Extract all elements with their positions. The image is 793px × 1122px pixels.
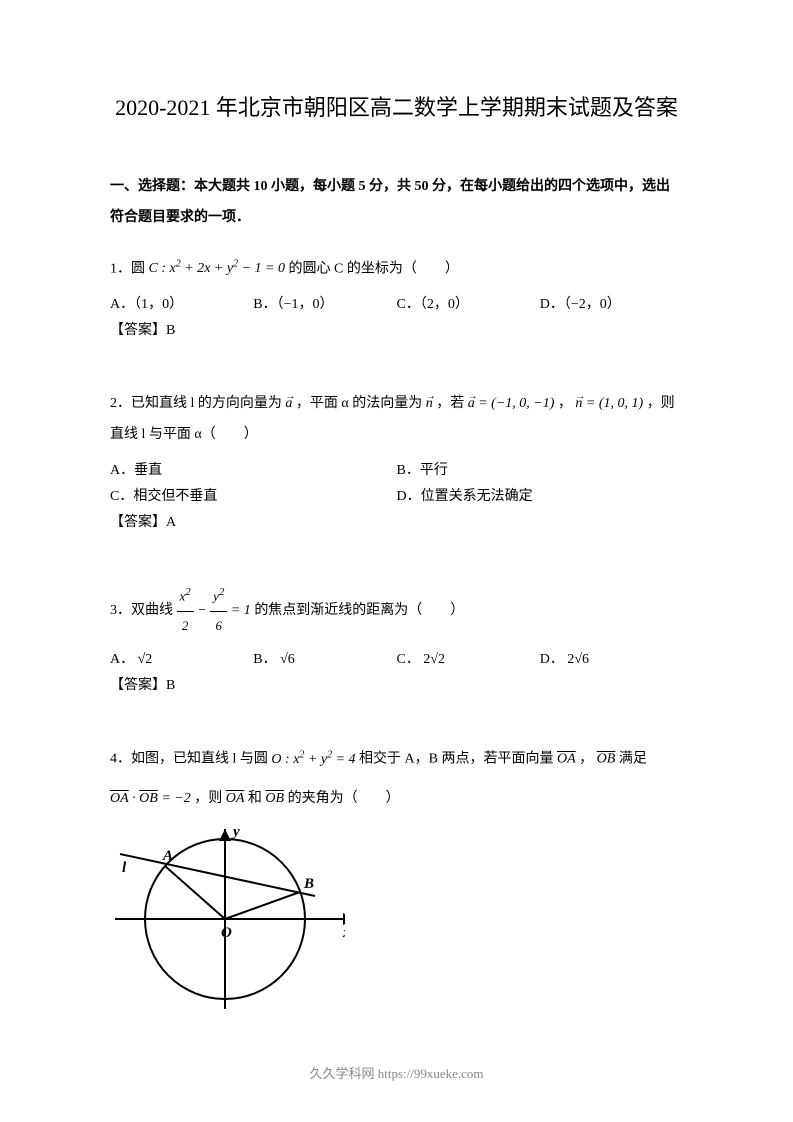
q3-option-c: C． 2√2 <box>397 648 540 668</box>
page-title: 2020-2021 年北京市朝阳区高二数学上学期期末试题及答案 <box>110 90 683 122</box>
q3-suffix: 的焦点到渐近线的距离为（ ） <box>254 603 464 618</box>
q1-options: A．（1，0） B．（−1，0） C．（2，0） D．（−2，0） <box>110 293 683 313</box>
q4-suffix: 的夹角为（ ） <box>288 791 400 806</box>
q3-option-d: D． 2√6 <box>540 648 683 668</box>
q3-frac2-den: 6 <box>210 612 227 641</box>
q3-opta-val: √2 <box>138 652 153 667</box>
q4-oa3: OA <box>226 791 245 806</box>
svg-text:y: y <box>231 824 240 840</box>
question-4-line2: OA · OB = −2 ，则 OA 和 OB 的夹角为（ ） <box>110 784 683 815</box>
q4-formula: O : x2 + y2 = 4 <box>271 752 355 767</box>
q2-vec-a: a <box>285 396 292 411</box>
q4-comma1: ， <box>579 752 593 767</box>
q1-prefix: 1．圆 <box>110 261 145 276</box>
q4-mid3: ，则 <box>194 791 222 806</box>
q4-ob1: OB <box>597 752 616 767</box>
q2-mid2: ，若 <box>436 396 464 411</box>
question-3: 3．双曲线 x2 2 − y2 6 = 1 的焦点到渐近线的距离为（ ） <box>110 581 683 641</box>
question-2: 2．已知直线 l 的方向向量为 a ，平面 α 的法向量为 n ，若 a = (… <box>110 389 683 451</box>
svg-text:x: x <box>342 925 345 941</box>
q4-ob3: OB <box>265 791 284 806</box>
q4-eq: = −2 <box>161 791 190 806</box>
q3-minus: − <box>197 603 210 618</box>
q3-frac2: y2 6 <box>210 581 227 641</box>
q3-optc-pre: C． <box>397 652 420 667</box>
q2-comma: ， <box>558 396 572 411</box>
svg-text:O: O <box>221 925 232 941</box>
q3-frac1-den: 2 <box>177 612 194 641</box>
q3-frac2-num: y2 <box>210 581 227 612</box>
q2-vec-a2: a <box>468 396 475 411</box>
q4-ob2: OB <box>139 791 158 806</box>
q3-optd-val: 2√6 <box>567 652 589 667</box>
q2-prefix: 2．已知直线 l 的方向向量为 <box>110 396 282 411</box>
q2-options-row1: A．垂直 B．平行 <box>110 459 683 479</box>
q4-mid2: 满足 <box>619 752 647 767</box>
q3-optd-pre: D． <box>540 652 564 667</box>
q3-eq: = 1 <box>231 603 251 618</box>
q1-option-b: B．（−1，0） <box>253 293 396 313</box>
section-header: 一、选择题：本大题共 10 小题，每小题 5 分，共 50 分，在每小题给出的四… <box>110 172 683 234</box>
q2-mid1: ，平面 α 的法向量为 <box>296 396 422 411</box>
q3-prefix: 3．双曲线 <box>110 603 173 618</box>
svg-text:A: A <box>162 848 173 864</box>
q3-optc-val: 2√2 <box>423 652 445 667</box>
q3-frac1: x2 2 <box>177 581 194 641</box>
q2-n-val: = (1, 0, 1) <box>586 396 643 411</box>
q2-answer: 【答案】A <box>110 511 683 531</box>
q1-suffix: 的圆心 C 的坐标为（ ） <box>288 261 458 276</box>
q3-answer: 【答案】B <box>110 674 683 694</box>
q1-option-a: A．（1，0） <box>110 293 253 313</box>
q3-options: A． √2 B． √6 C． 2√2 D． 2√6 <box>110 648 683 668</box>
q3-option-b: B． √6 <box>253 648 396 668</box>
q1-answer: 【答案】B <box>110 319 683 339</box>
q2-options-row2: C．相交但不垂直 D．位置关系无法确定 <box>110 485 683 505</box>
q2-a-val: = (−1, 0, −1) <box>478 396 554 411</box>
diagram-svg: y x O A Bl <box>115 824 345 1019</box>
q3-optb-val: √6 <box>280 652 295 667</box>
q3-frac1-num: x2 <box>177 581 194 612</box>
q2-option-b: B．平行 <box>397 459 684 479</box>
q4-oa2: OA <box>110 791 129 806</box>
q4-mid1: 相交于 A，B 两点，若平面向量 <box>359 752 553 767</box>
q1-formula: C : x2 + 2x + y2 − 1 = 0 <box>149 261 285 276</box>
q2-option-a: A．垂直 <box>110 459 397 479</box>
q2-vec-n2: n <box>575 396 582 411</box>
q1-option-d: D．（−2，0） <box>540 293 683 313</box>
q1-option-c: C．（2，0） <box>397 293 540 313</box>
question-4: 4．如图，已知直线 l 与圆 O : x2 + y2 = 4 相交于 A，B 两… <box>110 744 683 775</box>
footer-watermark: 久久学科网 https://99xueke.com <box>0 1063 793 1082</box>
q4-and: 和 <box>248 791 262 806</box>
svg-text:B: B <box>303 876 314 892</box>
q4-oa1: OA <box>557 752 576 767</box>
q2-option-d: D．位置关系无法确定 <box>397 485 684 505</box>
q2-option-c: C．相交但不垂直 <box>110 485 397 505</box>
q2-vec-n: n <box>426 396 433 411</box>
q3-optb-pre: B． <box>253 652 276 667</box>
q4-diagram: y x O A Bl <box>115 824 683 1024</box>
svg-text:l: l <box>122 860 127 876</box>
question-1: 1．圆 C : x2 + 2x + y2 − 1 = 0 的圆心 C 的坐标为（… <box>110 254 683 285</box>
q4-prefix: 4．如图，已知直线 l 与圆 <box>110 752 271 767</box>
q3-opta-pre: A． <box>110 652 134 667</box>
q3-option-a: A． √2 <box>110 648 253 668</box>
